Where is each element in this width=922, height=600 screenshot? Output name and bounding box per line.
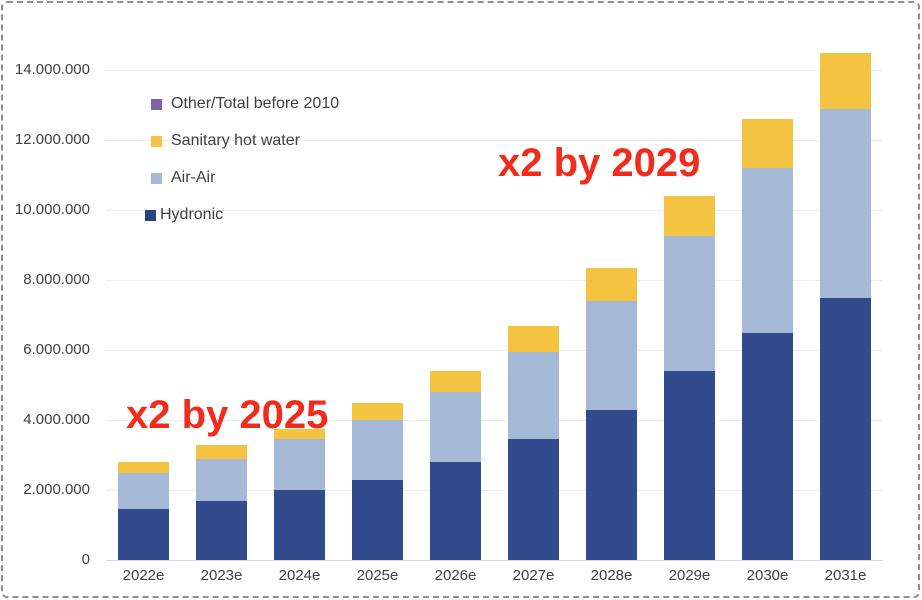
y-tick-label: 2.000.000	[23, 481, 90, 498]
x-tick-label-2025e: 2025e	[356, 567, 399, 584]
gridline	[106, 139, 883, 141]
legend-item-other: Other/Total before 2010	[151, 95, 339, 113]
bar-segment-air-air-2025e	[352, 420, 403, 480]
bar-segment-air-air-2024e	[274, 439, 325, 490]
bar-segment-hydronic-2024e	[274, 490, 325, 560]
bar-segment-hydronic-2030e	[742, 332, 793, 560]
y-tick-label: 6.000.000	[23, 341, 90, 358]
x-tick-label-2027e: 2027e	[512, 567, 555, 584]
gridline	[106, 419, 883, 421]
gridline	[106, 279, 883, 281]
sanitary-hot-water-swatch-icon	[151, 135, 162, 147]
bar-segment-air-air-2023e	[196, 458, 247, 501]
x-axis-line	[106, 560, 883, 561]
gridline	[106, 349, 883, 351]
x-tick-label-2024e: 2024e	[278, 567, 321, 584]
bar-segment-air-air-2028e	[586, 301, 637, 410]
legend-item-hydronic: Hydronic	[145, 206, 339, 224]
legend-label-hydronic: Hydronic	[160, 206, 224, 223]
hydronic-swatch-icon	[145, 209, 156, 221]
legend-label-sanitary-hot-water: Sanitary hot water	[171, 132, 300, 149]
bar-segment-air-air-2030e	[742, 168, 793, 333]
bar-segment-hydronic-2026e	[430, 462, 481, 560]
bar-segment-sanitary-hot-water-2028e	[586, 267, 637, 301]
y-tick-label: 14.000.000	[14, 61, 90, 78]
bar-segment-sanitary-hot-water-2022e	[118, 462, 169, 473]
bar-segment-sanitary-hot-water-2029e	[664, 196, 715, 237]
bar-segment-sanitary-hot-water-2027e	[508, 325, 559, 352]
y-tick-label: 12.000.000	[14, 131, 90, 148]
legend-label-other: Other/Total before 2010	[171, 95, 340, 112]
bar-segment-sanitary-hot-water-2026e	[430, 371, 481, 392]
bar-segment-air-air-2027e	[508, 351, 559, 440]
x-tick-label-2023e: 2023e	[200, 567, 243, 584]
bar-segment-hydronic-2025e	[352, 479, 403, 560]
x-tick-label-2026e: 2026e	[434, 567, 477, 584]
x-tick-label-2031e: 2031e	[824, 567, 867, 584]
air-air-swatch-icon	[151, 172, 162, 184]
bar-segment-air-air-2022e	[118, 472, 169, 510]
legend-label-air-air: Air-Air	[171, 169, 216, 186]
bar-segment-hydronic-2031e	[820, 297, 871, 560]
x-tick-label-2022e: 2022e	[122, 567, 165, 584]
x-tick-label-2028e: 2028e	[590, 567, 633, 584]
gridline	[106, 209, 883, 211]
bar-segment-air-air-2026e	[430, 392, 481, 462]
other-total-swatch-icon	[151, 98, 162, 110]
x-tick-label-2030e: 2030e	[746, 567, 789, 584]
bar-segment-sanitary-hot-water-2030e	[742, 119, 793, 168]
x-tick-label-2029e: 2029e	[668, 567, 711, 584]
bar-segment-sanitary-hot-water-2024e	[274, 428, 325, 440]
gridline	[106, 69, 883, 71]
bar-segment-hydronic-2023e	[196, 500, 247, 560]
gridline	[106, 489, 883, 491]
legend-item-sanitary-hot-water: Sanitary hot water	[151, 132, 339, 150]
bar-segment-hydronic-2029e	[664, 371, 715, 560]
legend-item-air-air: Air-Air	[151, 169, 339, 187]
bar-segment-hydronic-2027e	[508, 439, 559, 560]
bar-segment-air-air-2031e	[820, 108, 871, 298]
bar-segment-sanitary-hot-water-2031e	[820, 52, 871, 109]
y-tick-label: 8.000.000	[23, 271, 90, 288]
annotation-x2-by-2025: x2 by 2025	[126, 393, 329, 437]
bar-segment-sanitary-hot-water-2023e	[196, 444, 247, 459]
y-tick-label: 0	[81, 551, 90, 568]
bar-segment-hydronic-2022e	[118, 509, 169, 560]
y-tick-label: 4.000.000	[23, 411, 90, 428]
y-tick-label: 10.000.000	[14, 201, 90, 218]
annotation-x2-by-2029: x2 by 2029	[498, 141, 701, 185]
bar-segment-sanitary-hot-water-2025e	[352, 402, 403, 420]
legend: Other/Total before 2010 Sanitary hot wat…	[145, 95, 339, 224]
bar-segment-hydronic-2028e	[586, 409, 637, 560]
bar-segment-air-air-2029e	[664, 236, 715, 371]
